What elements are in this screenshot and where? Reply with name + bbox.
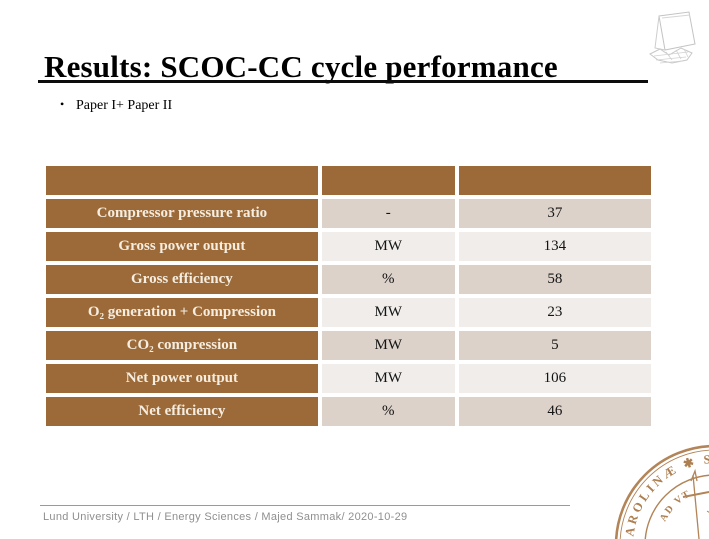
row-unit: MW (321, 364, 455, 393)
header-cell-value (458, 166, 651, 195)
table-row: Net power output MW 106 (46, 364, 651, 393)
table-row: Gross efficiency% 58 (46, 265, 651, 294)
footer-divider (40, 505, 570, 506)
title-underline (38, 80, 648, 83)
header-cell-unit (321, 166, 455, 195)
seal-sword (690, 468, 700, 539)
footer-credit: Lund University / LTH / Energy Sciences … (43, 511, 408, 523)
row-unit: MW (321, 298, 455, 327)
row-unit: % (321, 265, 455, 294)
row-unit: % (321, 397, 455, 426)
table-row: Compressor pressure ratio -37 (46, 199, 651, 228)
row-label: Gross power output (46, 232, 318, 261)
bullet-icon: • (60, 97, 65, 111)
performance-table: Compressor pressure ratio -37 Gross power … (42, 162, 655, 430)
row-value: 37 (458, 199, 651, 228)
header-cell-parameter (46, 166, 318, 195)
svg-text:AD VT: AD VT (658, 488, 693, 523)
row-value: 134 (458, 232, 651, 261)
row-label: Gross efficiency (46, 265, 318, 294)
bullet-item: • Paper I+ Paper II (60, 97, 172, 114)
row-value: 46 (458, 397, 651, 426)
row-value: 23 (458, 298, 651, 327)
seal-motto-left: AD VT (658, 488, 691, 523)
row-value: 5 (458, 331, 651, 360)
row-value: 106 (458, 364, 651, 393)
table-header-row (46, 166, 651, 195)
sketch-logo-icon (649, 11, 696, 64)
row-label: O₂ generation + Compression (46, 298, 318, 327)
table-row: CO₂ compression MW 5 (46, 331, 651, 360)
row-unit: - (321, 199, 455, 228)
row-label: CO₂ compression (46, 331, 318, 360)
row-label: Net power output (46, 364, 318, 393)
slide-title: Results: SCOC-CC cycle performance (44, 48, 558, 84)
table-row: Gross power output MW 134 (46, 232, 651, 261)
row-unit: MW (321, 331, 455, 360)
bullet-text: Paper I+ Paper II (76, 98, 173, 113)
row-unit: MW (321, 232, 455, 261)
table-row: Net efficiency% 46 (46, 397, 651, 426)
row-label: Compressor pressure ratio (46, 199, 318, 228)
performance-table-body: Compressor pressure ratio -37 Gross power … (46, 166, 651, 426)
row-value: 58 (458, 265, 651, 294)
table-row: O₂ generation + Compression MW 23 (46, 298, 651, 327)
row-label: Net efficiency (46, 397, 318, 426)
university-seal-icon: ORVM·CAROLINÆ ✱ SIGILL AD VT RVMQVE (614, 444, 709, 539)
